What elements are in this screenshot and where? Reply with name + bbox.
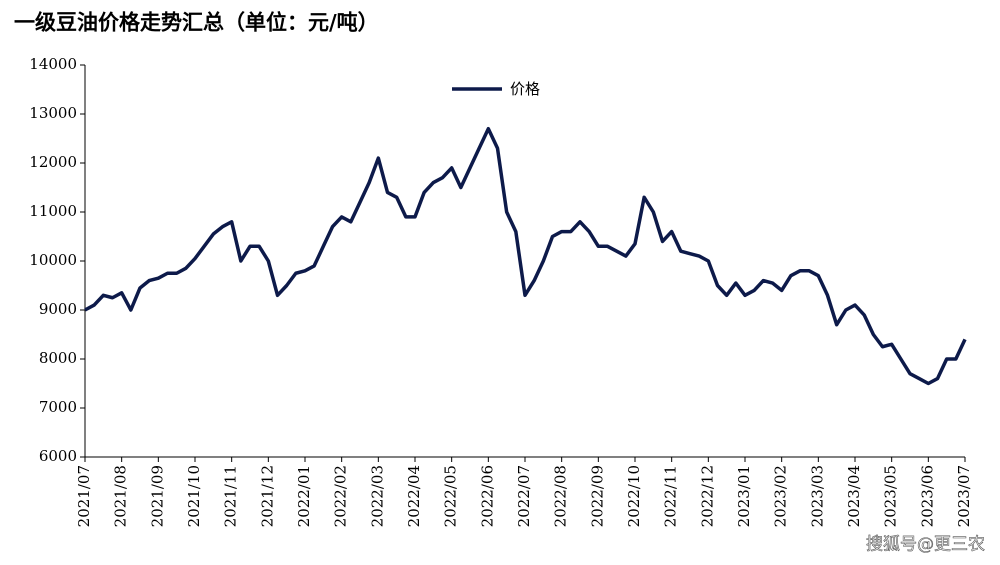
x-tick-label: 2021/11 xyxy=(222,465,240,527)
x-tick-label: 2023/02 xyxy=(772,465,790,527)
y-tick-label: 7000 xyxy=(39,398,77,416)
x-tick-label: 2023/03 xyxy=(808,465,826,527)
x-tick-label: 2021/12 xyxy=(258,465,276,527)
x-tick-label: 2023/06 xyxy=(918,465,936,527)
x-tick-label: 2022/04 xyxy=(405,465,423,527)
x-tick-label: 2022/12 xyxy=(698,465,716,527)
chart-title: 一级豆油价格走势汇总（单位：元/吨） xyxy=(14,10,379,35)
y-tick-label: 13000 xyxy=(29,104,77,122)
x-tick-label: 2021/07 xyxy=(75,465,93,527)
legend-label: 价格 xyxy=(510,80,540,98)
x-tick-label: 2023/05 xyxy=(882,465,900,527)
x-tick-label: 2021/10 xyxy=(185,465,203,527)
x-tick-label: 2022/10 xyxy=(625,465,643,527)
x-tick-label: 2022/05 xyxy=(442,465,460,527)
y-tick-label: 10000 xyxy=(29,251,77,269)
x-tick-label: 2021/09 xyxy=(148,465,166,527)
y-tick-label: 11000 xyxy=(29,202,77,220)
watermark: 搜狐号@更三农 xyxy=(866,535,985,555)
y-tick-label: 14000 xyxy=(29,55,77,73)
x-tick-label: 2022/09 xyxy=(588,465,606,527)
x-tick-label: 2021/08 xyxy=(112,465,130,527)
x-tick-label: 2023/01 xyxy=(735,465,753,527)
x-tick-label: 2022/03 xyxy=(368,465,386,527)
x-tick-label: 2022/07 xyxy=(515,465,533,527)
x-tick-label: 2022/01 xyxy=(295,465,313,527)
x-tick-label: 2022/11 xyxy=(662,465,680,527)
y-tick-label: 8000 xyxy=(39,349,77,367)
y-tick-label: 9000 xyxy=(39,300,77,318)
x-tick-label: 2023/04 xyxy=(845,465,863,527)
x-tick-label: 2023/07 xyxy=(955,465,973,527)
price-line xyxy=(84,126,967,386)
y-tick-label: 6000 xyxy=(39,447,77,465)
x-tick-label: 2022/02 xyxy=(332,465,350,527)
x-tick-label: 2022/06 xyxy=(478,465,496,527)
y-tick-label: 12000 xyxy=(29,153,77,171)
x-tick-label: 2022/08 xyxy=(552,465,570,527)
